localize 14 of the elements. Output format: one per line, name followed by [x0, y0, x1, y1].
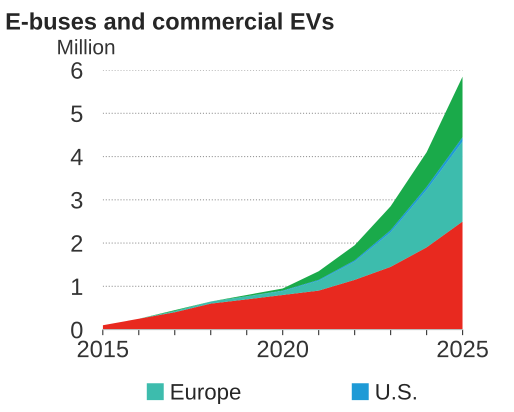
legend-label: Europe	[172, 384, 240, 404]
y-tick-label: 0	[71, 322, 82, 338]
x-tick-label: 2025	[438, 340, 488, 358]
y-tick-label: 1	[72, 278, 82, 295]
y-tick-label: 6	[71, 62, 82, 79]
legend-label: U.S.	[376, 384, 416, 400]
chart-title: E-buses and commercial EVs	[6, 12, 334, 30]
y-tick-label: 4	[70, 148, 83, 166]
y-axis-title: Million	[58, 39, 114, 54]
y-tick-label: 3	[71, 192, 82, 209]
y-tick-label: 2	[71, 235, 82, 252]
y-tick-label: 5	[71, 106, 82, 122]
x-tick-label: 2020	[258, 340, 308, 358]
x-tick-label: 2015	[78, 340, 128, 358]
